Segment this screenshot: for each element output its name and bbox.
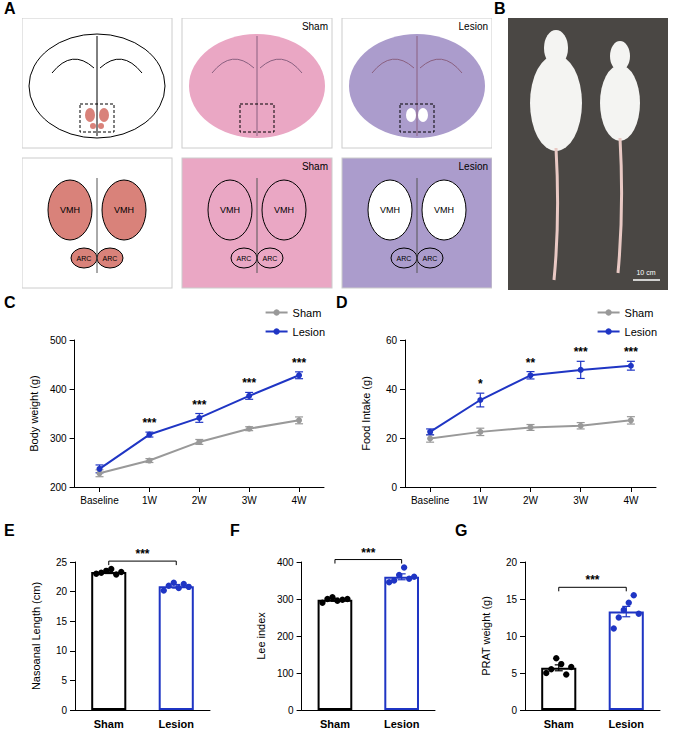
svg-text:***: ***	[574, 345, 588, 359]
svg-text:Lesion: Lesion	[459, 21, 488, 32]
svg-text:5: 5	[61, 675, 67, 686]
svg-text:VMH: VMH	[380, 205, 400, 215]
svg-text:Sham: Sham	[320, 718, 350, 730]
svg-text:25: 25	[56, 557, 68, 568]
svg-text:1W: 1W	[142, 495, 158, 506]
svg-text:PRAT weight (g): PRAT weight (g)	[480, 596, 492, 676]
svg-text:ARC: ARC	[263, 255, 278, 262]
svg-text:3W: 3W	[573, 495, 589, 506]
svg-text:10 cm: 10 cm	[636, 269, 655, 276]
svg-text:2W: 2W	[523, 495, 539, 506]
svg-text:15: 15	[56, 616, 68, 627]
svg-text:300: 300	[277, 594, 294, 605]
svg-text:Lesion: Lesion	[293, 326, 325, 338]
svg-text:500: 500	[50, 335, 67, 346]
html-text:C: C	[4, 294, 16, 311]
svg-text:0: 0	[288, 705, 294, 716]
svg-text:20: 20	[56, 586, 68, 597]
svg-text:40: 40	[386, 384, 398, 395]
svg-text:ARC: ARC	[77, 255, 92, 262]
svg-text:400: 400	[277, 557, 294, 568]
svg-text:400: 400	[50, 384, 67, 395]
svg-text:0: 0	[511, 705, 517, 716]
svg-text:Food Intake (g): Food Intake (g)	[360, 376, 372, 451]
svg-text:VMH: VMH	[60, 205, 80, 215]
svg-text:200: 200	[277, 631, 294, 642]
svg-text:Lesion: Lesion	[384, 718, 420, 730]
svg-text:***: ***	[192, 398, 206, 412]
html-text:B: B	[494, 0, 506, 17]
svg-text:15: 15	[506, 594, 518, 605]
svg-text:Baseline: Baseline	[411, 495, 450, 506]
svg-text:0: 0	[61, 705, 67, 716]
html-text:E: E	[4, 522, 15, 539]
svg-text:***: ***	[292, 356, 306, 370]
svg-text:10: 10	[56, 645, 68, 656]
svg-text:Sham: Sham	[94, 718, 124, 730]
svg-text:VMH: VMH	[274, 205, 294, 215]
svg-text:**: **	[526, 356, 536, 370]
svg-text:***: ***	[585, 573, 599, 587]
svg-text:Nasoanal Length (cm): Nasoanal Length (cm)	[30, 582, 42, 690]
svg-text:3W: 3W	[242, 495, 258, 506]
svg-text:Lesion: Lesion	[459, 161, 488, 172]
svg-text:***: ***	[242, 376, 256, 390]
svg-text:Sham: Sham	[625, 307, 654, 319]
svg-text:300: 300	[50, 433, 67, 444]
svg-text:60: 60	[386, 335, 398, 346]
svg-text:Lesion: Lesion	[159, 718, 195, 730]
html-text:F: F	[230, 522, 240, 539]
svg-text:***: ***	[624, 345, 638, 359]
svg-text:200: 200	[50, 482, 67, 493]
svg-text:Sham: Sham	[544, 718, 574, 730]
svg-text:ARC: ARC	[397, 255, 412, 262]
svg-text:0: 0	[391, 482, 397, 493]
svg-text:5: 5	[511, 668, 517, 679]
svg-text:Lesion: Lesion	[625, 326, 657, 338]
svg-text:ARC: ARC	[103, 255, 118, 262]
svg-text:VMH: VMH	[220, 205, 240, 215]
svg-text:***: ***	[361, 546, 375, 560]
svg-text:ARC: ARC	[423, 255, 438, 262]
svg-text:20: 20	[386, 433, 398, 444]
svg-text:Body weight (g): Body weight (g)	[28, 375, 40, 451]
svg-text:Baseline: Baseline	[80, 495, 119, 506]
svg-text:Lesion: Lesion	[609, 718, 645, 730]
svg-text:Sham: Sham	[302, 21, 328, 32]
svg-text:***: ***	[135, 547, 149, 561]
svg-text:Sham: Sham	[293, 307, 322, 319]
svg-text:4W: 4W	[292, 495, 308, 506]
html-text:A: A	[4, 0, 16, 17]
svg-text:*: *	[478, 377, 483, 391]
html-text:D: D	[336, 294, 348, 311]
svg-text:Sham: Sham	[302, 161, 328, 172]
html-text:G: G	[455, 522, 468, 539]
svg-text:10: 10	[506, 631, 518, 642]
svg-text:***: ***	[142, 416, 156, 430]
svg-text:ARC: ARC	[237, 255, 252, 262]
svg-text:1W: 1W	[473, 495, 489, 506]
svg-text:20: 20	[506, 557, 518, 568]
svg-text:2W: 2W	[192, 495, 208, 506]
svg-text:VMH: VMH	[114, 205, 134, 215]
svg-text:4W: 4W	[623, 495, 639, 506]
svg-text:VMH: VMH	[434, 205, 454, 215]
svg-text:100: 100	[277, 668, 294, 679]
svg-text:Lee index: Lee index	[255, 612, 267, 660]
